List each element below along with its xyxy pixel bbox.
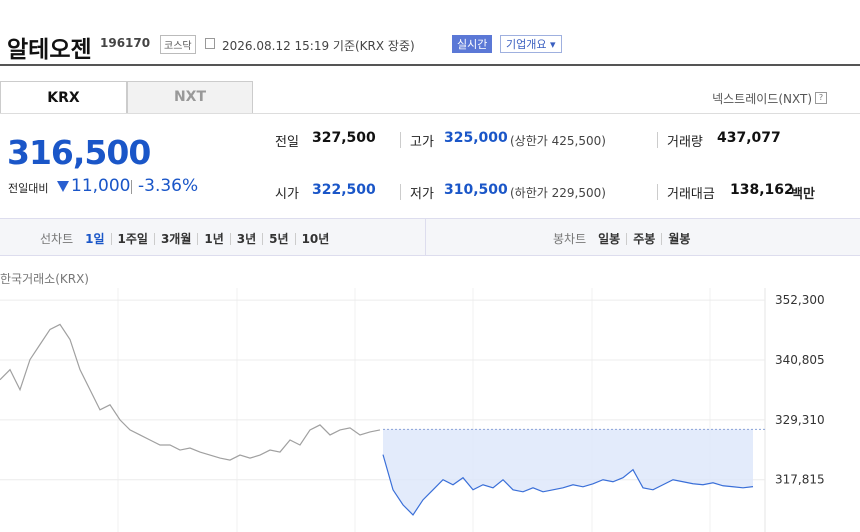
stat-value: 325,000 [444, 130, 508, 146]
stat-note: (하한가 229,500) [510, 186, 606, 200]
line-chart-label: 선차트 [40, 232, 74, 246]
chart-period-tab[interactable]: 3년 [236, 232, 257, 246]
company-button-text: 기업개요 [506, 38, 547, 51]
company-button[interactable]: 기업개요 ▾ [500, 35, 562, 53]
stat-label: 거래대금 [667, 187, 715, 202]
chart-period-tab[interactable]: 3개월 [160, 232, 192, 246]
y-tick-label: 340,805 [775, 353, 825, 367]
tab-separator [153, 232, 155, 245]
realtime-button[interactable]: 실시간 [452, 35, 493, 53]
market-badge: 코스닥 [160, 35, 196, 54]
y-tick-label: 352,300 [775, 293, 825, 307]
header-rule [0, 64, 860, 66]
clock-icon [205, 38, 215, 49]
chart-tab-bar [0, 218, 860, 256]
stat-value: 138,162 [730, 182, 794, 198]
stat-unit: 백만 [791, 187, 815, 202]
timestamp: 2026.08.12 15:19 기준(KRX 장중) [222, 39, 415, 53]
down-arrow [57, 181, 69, 192]
chart-period-tab[interactable]: 일봉 [598, 232, 621, 246]
tab-nxt[interactable]: NXT [127, 81, 253, 114]
nxt-link[interactable]: 넥스트레이드(NXT) [712, 92, 812, 106]
y-tick-label: 329,310 [775, 413, 825, 427]
current-price: 316,500 [7, 133, 151, 172]
tab-krx[interactable]: KRX [0, 81, 127, 114]
change-rate: -3.36% [138, 176, 199, 196]
stat-note: (상한가 425,500) [510, 134, 606, 148]
chart-period-tab[interactable]: 주봉 [633, 232, 656, 246]
price-line [382, 454, 754, 516]
change-amount: 11,000 [71, 176, 131, 196]
area-fill [383, 429, 753, 515]
change-label: 전일대비 [8, 182, 49, 195]
tab-separator [661, 232, 663, 245]
line-chart-tabs: 선차트 1일 1주일 3개월 1년 3년 5년 10년 [40, 230, 329, 247]
tab-separator [229, 232, 231, 245]
stock-name: 알테오젠 [7, 37, 92, 63]
candle-chart-label: 봉차트 [553, 232, 587, 246]
stat-value: 310,500 [444, 182, 508, 198]
tab-separator [294, 232, 296, 245]
tab-separator [110, 232, 112, 245]
y-tick-label: 317,815 [775, 473, 825, 487]
stat-value: 322,500 [312, 182, 376, 198]
chart-period-tab[interactable]: 10년 [301, 232, 330, 246]
stat-label: 고가 [410, 135, 434, 150]
tab-separator [197, 232, 199, 245]
candle-chart-tabs: 봉차트 일봉 주봉 월봉 [553, 230, 690, 247]
chart-period-tab[interactable]: 1일 [85, 232, 105, 246]
price-chart: 352,300 340,805 329,310 317,815 [0, 288, 825, 532]
chart-period-tab[interactable]: 1년 [204, 232, 224, 246]
stat-label: 시가 [275, 187, 299, 202]
stat-label: 거래량 [667, 135, 703, 150]
price-line [0, 323, 381, 461]
chart-source: 한국거래소(KRX) [0, 272, 89, 286]
chart-period-tab[interactable]: 1주일 [117, 232, 148, 246]
tab-separator [626, 232, 628, 245]
stat-label: 전일 [275, 135, 299, 150]
tab-separator [262, 232, 264, 245]
stat-value: 327,500 [312, 130, 376, 146]
stat-value: 437,077 [717, 130, 781, 146]
stat-label: 저가 [410, 187, 434, 202]
help-icon[interactable]: ? [815, 92, 827, 104]
tab-rule [0, 113, 860, 114]
chart-period-tab[interactable]: 5년 [269, 232, 289, 246]
chart-period-tab[interactable]: 월봉 [668, 232, 691, 246]
stock-code: 196170 [100, 36, 151, 50]
